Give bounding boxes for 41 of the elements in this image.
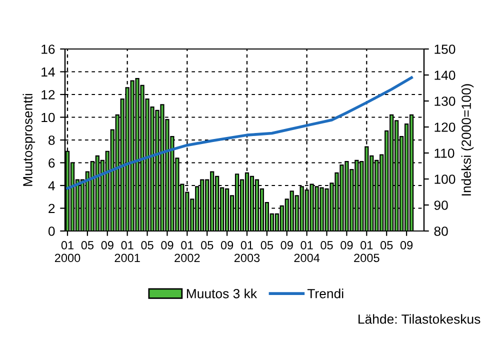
x-tick-label: 09 bbox=[161, 241, 174, 250]
y-tick-label: 8 bbox=[48, 136, 55, 145]
y-tick-label: 4 bbox=[48, 181, 55, 190]
y-tick-label: 2 bbox=[48, 204, 55, 214]
y2-tick-label: 150 bbox=[434, 44, 456, 54]
x-tick-label: 05 bbox=[320, 241, 333, 250]
y-tick-label: 14 bbox=[42, 67, 55, 77]
x-tick-label: 01 2003 bbox=[234, 241, 260, 262]
y-tick-label: 16 bbox=[42, 44, 55, 54]
x-tick-label: 01 2002 bbox=[174, 241, 200, 262]
legend-label: Muutos 3 kk bbox=[186, 288, 258, 298]
x-tick-label: 09 bbox=[220, 241, 234, 250]
legend-label: Trendi bbox=[307, 288, 344, 298]
y2-axis-title: Indeksi (2000=100) bbox=[461, 84, 474, 196]
x-tick-label: 01 2004 bbox=[294, 241, 320, 262]
x-tick-label: 05 bbox=[260, 241, 274, 250]
y2-tick-label: 110 bbox=[434, 148, 454, 158]
x-tick-label: 09 bbox=[280, 241, 293, 250]
y-tick-label: 12 bbox=[42, 90, 55, 100]
x-tick-label: 09 bbox=[101, 241, 114, 250]
x-tick-label: 05 bbox=[141, 241, 154, 250]
y2-tick-label: 100 bbox=[434, 174, 456, 184]
x-tick-label: 01 2000 bbox=[54, 241, 80, 262]
y2-tick-label: 120 bbox=[434, 122, 456, 132]
x-tick-label: 09 bbox=[400, 241, 413, 250]
y2-tick-label: 90 bbox=[434, 200, 448, 210]
text: Lähde: Tilastokeskus bbox=[358, 314, 480, 324]
y-tick-label: 10 bbox=[42, 112, 55, 122]
y-tick-label: 6 bbox=[48, 158, 55, 168]
x-tick-label: 05 bbox=[380, 241, 393, 250]
y-tick-label: 0 bbox=[48, 226, 55, 236]
y-axis-title: Muutosprosentti bbox=[22, 94, 36, 186]
x-tick-label: 09 bbox=[340, 241, 353, 250]
y2-tick-label: 140 bbox=[434, 70, 456, 80]
x-tick-label: 01 2005 bbox=[354, 241, 380, 262]
x-tick-label: 01 2001 bbox=[114, 241, 140, 262]
line-series bbox=[66, 76, 413, 190]
y2-tick-label: 80 bbox=[434, 226, 448, 236]
y2-tick-label: 130 bbox=[434, 96, 456, 106]
x-tick-label: 05 bbox=[81, 241, 94, 250]
x-tick-label: 05 bbox=[201, 241, 214, 250]
